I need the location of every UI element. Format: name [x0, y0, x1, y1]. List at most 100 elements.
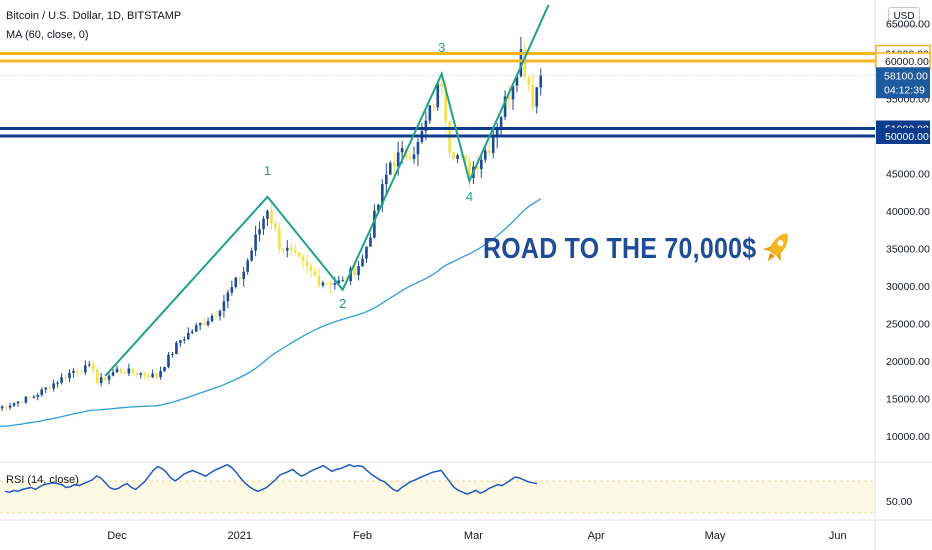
candle — [190, 329, 194, 335]
time-tick-label: May — [705, 530, 726, 542]
last-price-value: 58100.00 — [884, 70, 928, 82]
price-tick-label: 35000.00 — [886, 244, 930, 256]
candle — [285, 240, 289, 258]
candle — [440, 76, 444, 95]
price-tick-label: 45000.00 — [886, 169, 930, 181]
candle — [305, 254, 309, 275]
price-tick-label: 65000.00 — [886, 19, 930, 31]
candle — [531, 74, 535, 112]
candle — [246, 258, 249, 275]
candle — [258, 221, 261, 242]
candle — [64, 374, 67, 382]
candle — [115, 365, 119, 374]
candle — [329, 279, 333, 293]
ma-indicator-label[interactable]: MA (60, close, 0) — [6, 29, 89, 41]
rsi-band — [0, 481, 875, 513]
candle — [476, 155, 479, 178]
candle — [381, 179, 384, 212]
svg-text:60000.00: 60000.00 — [885, 56, 929, 68]
ma-line — [0, 198, 542, 428]
candle — [361, 254, 364, 267]
candle — [147, 372, 150, 380]
candle — [72, 368, 75, 378]
candle — [99, 373, 103, 387]
candle — [309, 262, 313, 279]
candle — [159, 366, 162, 380]
candle — [384, 163, 388, 195]
candle — [87, 361, 91, 368]
candle — [262, 215, 265, 235]
candle — [76, 367, 79, 377]
candle — [313, 267, 317, 277]
candle — [214, 310, 218, 320]
candle — [301, 253, 305, 270]
candle — [0, 404, 4, 411]
wave-label-3: 3 — [438, 40, 445, 55]
rsi-line — [4, 463, 538, 495]
candle — [48, 384, 51, 391]
price-tick-label: 40000.00 — [886, 206, 930, 218]
candle — [369, 233, 372, 247]
last-price-tag: 58100.00 04:12:39 — [876, 67, 930, 99]
candle — [127, 363, 131, 376]
candle — [91, 360, 95, 374]
candle — [107, 373, 111, 385]
candle — [167, 352, 170, 369]
candle — [155, 371, 158, 379]
candle — [171, 351, 174, 358]
candle — [230, 280, 234, 296]
candle — [270, 200, 273, 230]
candle — [507, 85, 511, 110]
price-tick-label: 25000.00 — [886, 319, 930, 331]
candle — [8, 402, 12, 410]
candle — [448, 120, 451, 158]
candle — [278, 222, 281, 255]
rocket-icon — [762, 233, 788, 262]
candle — [282, 247, 285, 255]
candle — [527, 76, 531, 92]
candle — [487, 140, 491, 157]
candle — [456, 153, 459, 164]
candle — [392, 152, 396, 179]
candle — [206, 317, 210, 327]
candle — [499, 115, 503, 136]
candle — [226, 289, 230, 309]
candle — [40, 387, 44, 397]
candle — [103, 376, 107, 382]
candle — [341, 276, 345, 282]
candle — [293, 244, 297, 256]
candle — [20, 401, 24, 403]
candle — [56, 380, 59, 388]
candle — [218, 309, 222, 321]
svg-text:50000.00: 50000.00 — [885, 131, 929, 143]
currency-button[interactable]: USD — [888, 7, 920, 26]
price-tick-label: 20000.00 — [886, 356, 930, 368]
candle — [337, 276, 341, 284]
candle — [357, 261, 360, 281]
candle — [539, 68, 543, 96]
price-tick-label: 15000.00 — [886, 394, 930, 406]
headline-annotation: ROAD TO THE 70,000$ — [483, 233, 757, 265]
elliott-wave-line[interactable] — [104, 4, 550, 377]
candle — [503, 90, 507, 121]
candle — [238, 276, 242, 285]
time-tick-label: Jun — [829, 530, 847, 542]
candle — [198, 322, 202, 331]
candle — [68, 369, 71, 383]
candle — [135, 371, 139, 378]
candle — [60, 373, 63, 385]
rsi-indicator-label[interactable]: RSI (14, close) — [6, 474, 79, 486]
candle — [436, 82, 440, 111]
candle — [242, 266, 246, 287]
rsi-tick-label: 50.00 — [886, 496, 912, 508]
candle — [183, 336, 186, 344]
candle — [143, 371, 147, 380]
candle — [52, 379, 55, 392]
wave-label-2: 2 — [339, 296, 346, 311]
bar-countdown: 04:12:39 — [884, 84, 925, 96]
candle — [123, 370, 127, 374]
candle — [321, 280, 325, 288]
candle — [131, 368, 135, 375]
